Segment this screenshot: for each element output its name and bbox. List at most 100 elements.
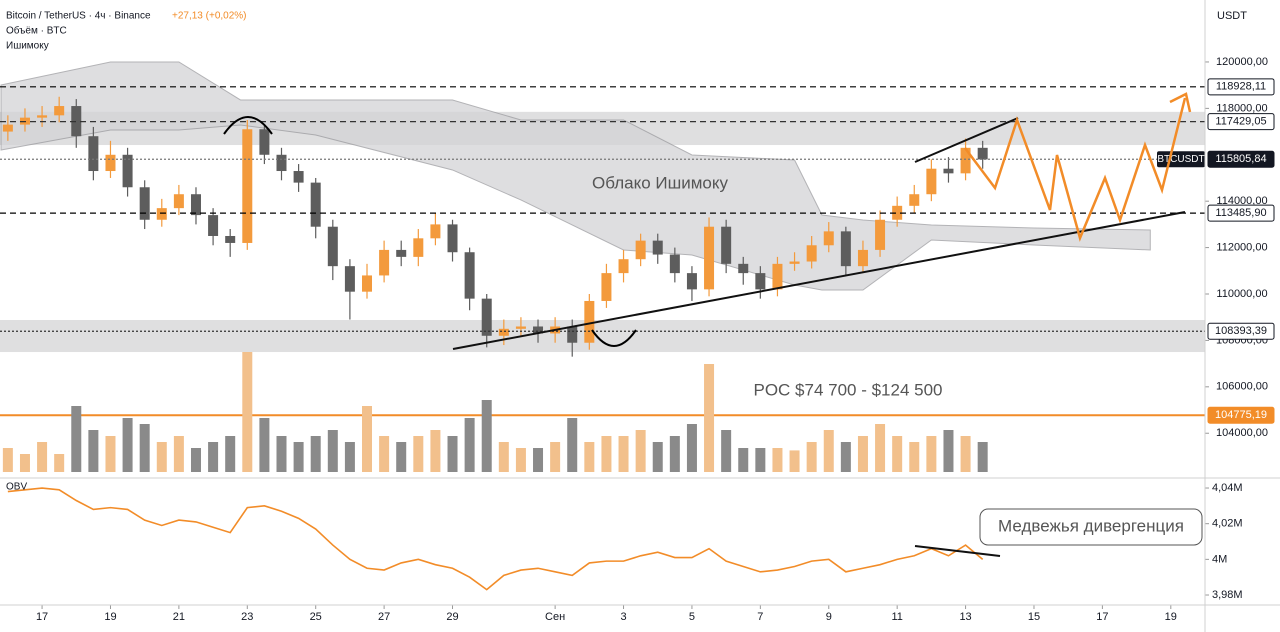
- volume-label: Объём · BTC: [6, 25, 67, 37]
- top-arc: [223, 116, 273, 135]
- x-tick-label: 19: [1165, 611, 1177, 623]
- volume-bar: [71, 406, 82, 472]
- volume-bar: [327, 430, 338, 472]
- x-tick-label: 17: [1096, 611, 1108, 623]
- candle-body: [721, 226, 732, 264]
- volume-bar: [464, 418, 475, 472]
- volume-bar: [669, 436, 680, 472]
- volume-bar: [396, 442, 407, 472]
- y-tick-label: 106000,00: [1216, 381, 1268, 393]
- divergence-box: [979, 508, 1203, 546]
- x-tick-label: 3: [620, 611, 626, 623]
- ichimoku-cloud: [0, 61, 1151, 291]
- price-change: +27,13 (+0,02%): [172, 11, 247, 22]
- candle-body: [601, 273, 612, 301]
- x-tick-label: 27: [378, 611, 390, 623]
- x-tick-label: 29: [446, 611, 458, 623]
- volume-bar: [259, 418, 270, 472]
- candle-body: [909, 194, 920, 206]
- price-zone: [0, 319, 1205, 353]
- obv-title: OBV: [6, 482, 27, 493]
- price-label: 108393,39: [1215, 325, 1267, 337]
- candle-body: [2, 124, 13, 132]
- candle-body: [960, 147, 971, 174]
- candle-body: [618, 259, 629, 274]
- price-label-box: [1207, 150, 1275, 168]
- candle-body: [875, 219, 886, 250]
- candle-body: [225, 235, 236, 243]
- header: Bitcoin / TetherUS · 4ч · Binance +27,13…: [6, 10, 1247, 536]
- candle-body: [71, 106, 82, 137]
- y-tick-label: 118000,00: [1216, 102, 1267, 114]
- candle-body: [584, 300, 595, 343]
- volume-bar: [926, 436, 937, 472]
- candle-body: [413, 238, 424, 257]
- price-label-box: [1207, 204, 1275, 222]
- volume-bar: [310, 436, 321, 472]
- candle-body: [789, 261, 800, 264]
- obv-line: [7, 487, 984, 591]
- candle-body: [977, 147, 988, 160]
- candle-body: [430, 224, 441, 239]
- candle-body: [669, 254, 680, 274]
- x-tick-label: Сен: [545, 611, 565, 623]
- forecast-path: [964, 97, 1187, 242]
- poc-label: POC $74 700 - $124 500: [753, 380, 942, 399]
- x-tick-label: 17: [36, 611, 48, 623]
- volume-bar: [498, 442, 509, 472]
- x-tick-label: 19: [104, 611, 116, 623]
- price-label: 118928,11: [1216, 81, 1266, 93]
- volume-bar: [618, 436, 629, 472]
- candle-body: [173, 194, 184, 209]
- volume-bar: [190, 448, 201, 472]
- price-label: 104775,19: [1215, 409, 1267, 421]
- candle-body: [686, 273, 697, 290]
- volume-bar: [977, 442, 988, 472]
- candle-body: [498, 328, 509, 336]
- volume-bar: [362, 406, 373, 472]
- price-label-box: [1207, 322, 1275, 340]
- volume-bar: [242, 352, 253, 472]
- volume-bar: [960, 436, 971, 472]
- volume-bar: [54, 454, 65, 472]
- price-label-box: [1207, 406, 1275, 424]
- x-tick-label: 15: [1028, 611, 1040, 623]
- bottom-arc: [591, 329, 637, 347]
- candle-body: [892, 205, 903, 220]
- volume-bar: [225, 436, 236, 472]
- x-tick-label: 13: [959, 611, 971, 623]
- volume-bar: [601, 436, 612, 472]
- y-tick-label: 120000,00: [1216, 56, 1268, 68]
- candle-body: [481, 298, 492, 336]
- candle-body: [139, 187, 150, 220]
- x-tick-label: 25: [310, 611, 322, 623]
- volume-bar: [173, 436, 184, 472]
- price-label-box: [1207, 78, 1275, 96]
- forecast-arrow: [1169, 92, 1192, 113]
- volume-bar: [293, 442, 304, 472]
- candle-body: [515, 326, 526, 329]
- ichimoku-label: Ишимоку: [6, 41, 49, 52]
- obv-tick-label: 4,04M: [1212, 482, 1243, 494]
- candle-body: [242, 129, 253, 243]
- candle-body: [259, 129, 270, 155]
- obv-tick-label: 3,98M: [1212, 589, 1243, 601]
- candle-body: [464, 252, 475, 299]
- volume-bar: [208, 442, 219, 472]
- price-label: 117429,05: [1215, 116, 1266, 128]
- volume-bar: [19, 454, 30, 472]
- volume-bar: [857, 436, 868, 472]
- volume-bar: [447, 436, 458, 472]
- candle-body: [806, 245, 817, 262]
- volume-bar: [652, 442, 663, 472]
- symbol-tag: BTCUSDT: [1157, 154, 1204, 165]
- volume-bar: [139, 424, 150, 472]
- resistance-trendline: [914, 117, 1019, 163]
- y-tick-label: 104000,00: [1216, 427, 1268, 439]
- candle-body: [840, 231, 851, 267]
- volume-bar: [892, 436, 903, 472]
- volume-bar: [156, 442, 167, 472]
- x-tick-label: 11: [891, 611, 902, 623]
- volume-bar: [88, 430, 99, 472]
- volume-bar: [584, 442, 595, 472]
